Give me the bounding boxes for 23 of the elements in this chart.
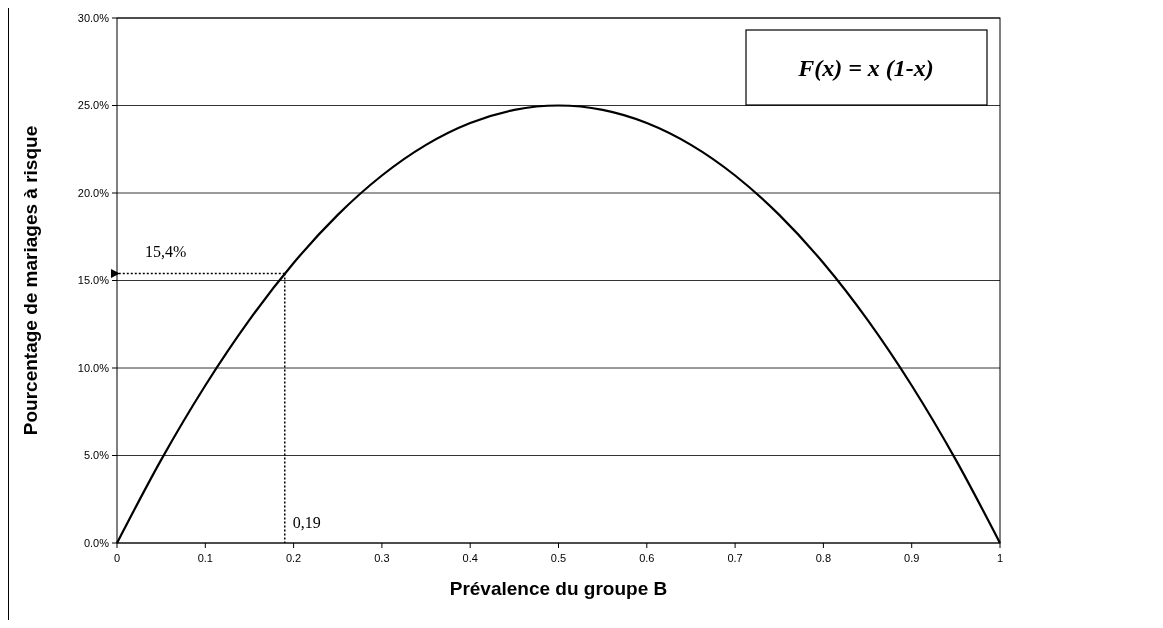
annotation: F(x) = x (1-x) xyxy=(797,55,934,81)
y-tick-label: 0.0% xyxy=(83,536,110,549)
y-tick-label: 10.0% xyxy=(77,361,110,374)
y-tick-label: 25.0% xyxy=(77,99,110,112)
ref-line-label: 15,4% xyxy=(145,242,187,260)
x-tick-label: 0.6 xyxy=(639,552,655,564)
x-tick-label: 0.5 xyxy=(550,552,567,564)
x-tick-label: 0.2 xyxy=(285,552,302,564)
x-tick-label: 0.9 xyxy=(904,552,920,564)
ref-line-label: 0,19 xyxy=(292,514,321,531)
y-axis-title: Pourcentage de mariages à risque xyxy=(19,125,41,436)
y-tick-label: 5.0% xyxy=(83,449,110,462)
x-tick-label: 0.8 xyxy=(815,552,832,564)
x-tick-label: 0.1 xyxy=(197,552,213,564)
x-tick-label: 0.7 xyxy=(727,552,743,564)
x-tick-label: 0.4 xyxy=(462,552,478,564)
x-tick-label: 0 xyxy=(113,552,121,564)
x-tick-label: 1 xyxy=(996,552,1004,564)
y-tick-label: 15.0% xyxy=(77,274,110,287)
x-tick-label: 0.3 xyxy=(374,552,390,564)
x-axis-title: Prévalence du groupe B xyxy=(449,578,668,599)
y-tick-label: 30.0% xyxy=(77,11,110,24)
y-tick-label: 20.0% xyxy=(77,186,110,199)
